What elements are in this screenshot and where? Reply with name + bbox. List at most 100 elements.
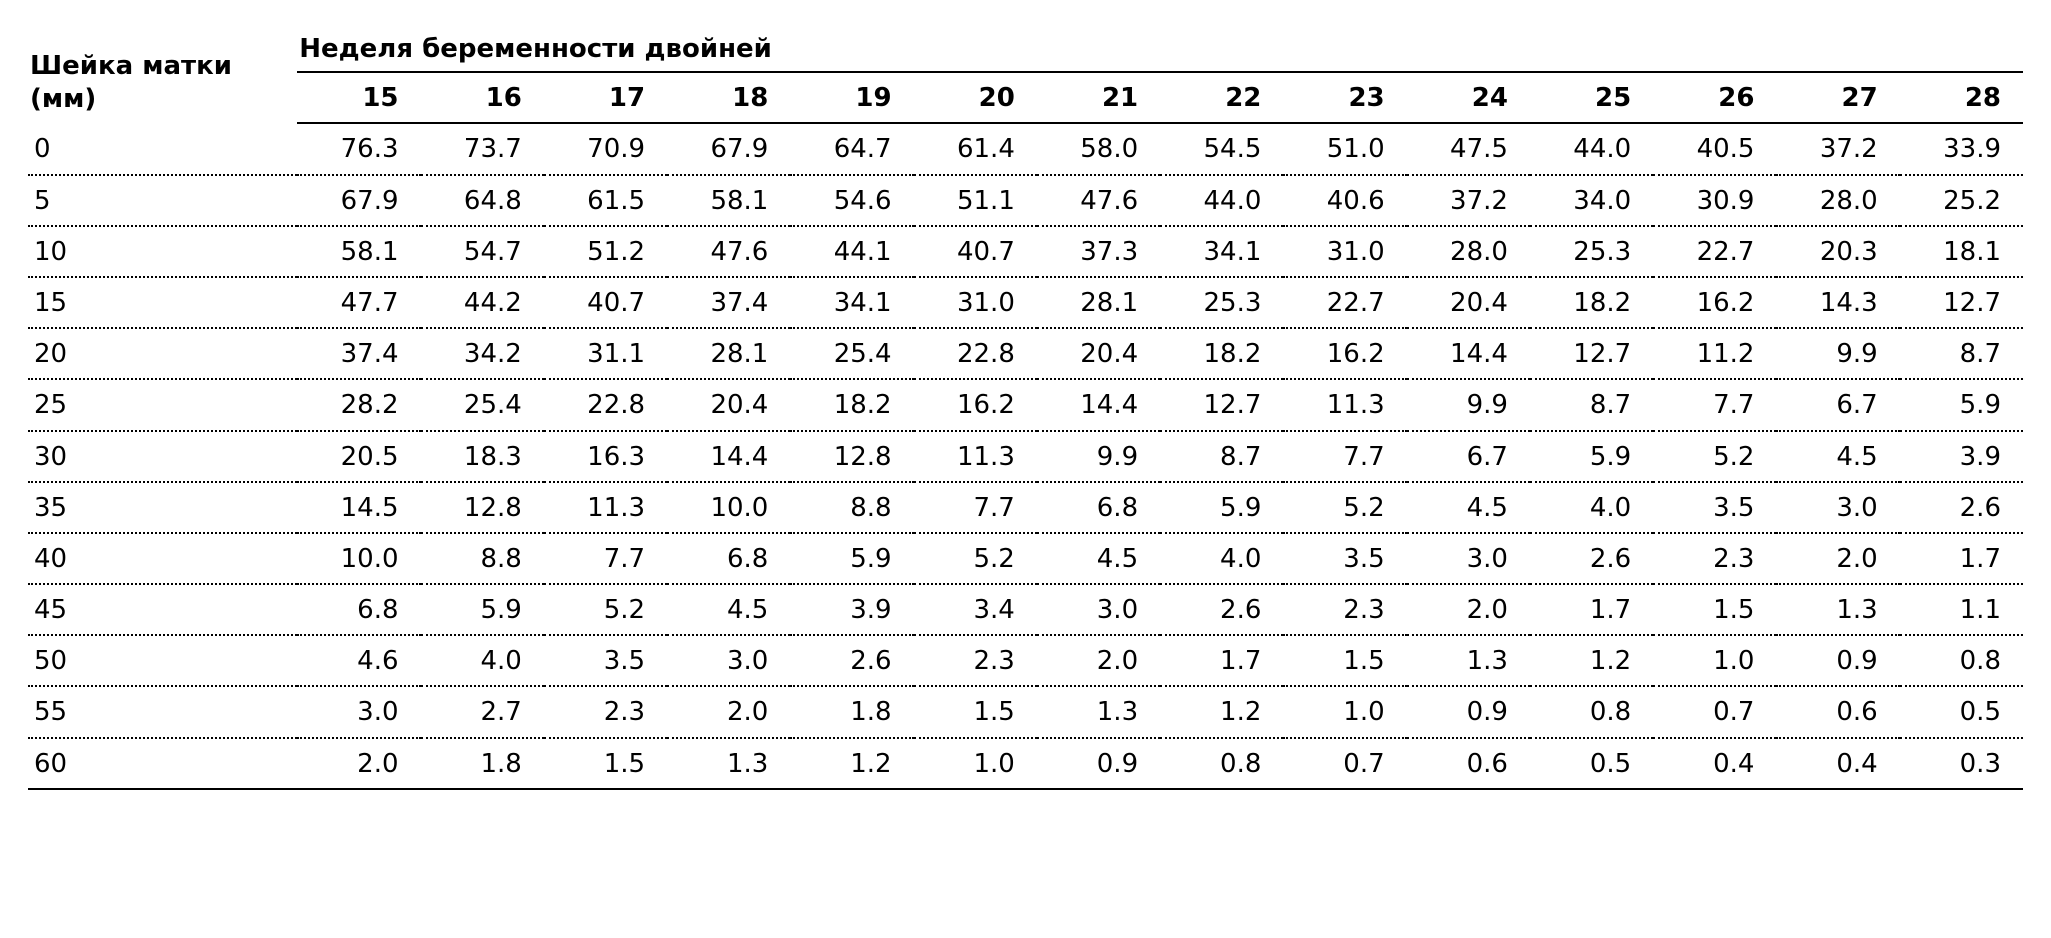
table-cell: 0.3 (1900, 738, 2023, 789)
row-label: 60 (28, 738, 297, 789)
table-cell: 9.9 (1037, 431, 1160, 482)
row-label: 10 (28, 226, 297, 277)
table-cell: 25.4 (421, 379, 544, 430)
table-cell: 1.3 (1776, 584, 1899, 635)
table-cell: 1.0 (1283, 686, 1406, 737)
table-cell: 4.6 (297, 635, 420, 686)
table-cell: 34.1 (790, 277, 913, 328)
table-row: 2037.434.231.128.125.422.820.418.216.214… (28, 328, 2023, 379)
table-cell: 1.0 (914, 738, 1037, 789)
table-cell: 31.0 (914, 277, 1037, 328)
table-cell: 28.2 (297, 379, 420, 430)
table-cell: 16.2 (1283, 328, 1406, 379)
table-cell: 34.0 (1530, 175, 1653, 226)
table-cell: 10.0 (667, 482, 790, 533)
table-cell: 70.9 (544, 123, 667, 174)
table-cell: 51.2 (544, 226, 667, 277)
table-super-header-row: Шейка матки (мм) Неделя беременности дво… (28, 24, 2023, 72)
table-cell: 2.0 (1037, 635, 1160, 686)
table-cell: 2.6 (790, 635, 913, 686)
table-cell: 4.0 (421, 635, 544, 686)
table-cell: 2.0 (1407, 584, 1530, 635)
table-cell: 14.4 (667, 431, 790, 482)
table-cell: 20.4 (1407, 277, 1530, 328)
table-cell: 18.2 (1530, 277, 1653, 328)
table-cell: 73.7 (421, 123, 544, 174)
table-cell: 3.0 (1407, 533, 1530, 584)
table-row: 602.01.81.51.31.21.00.90.80.70.60.50.40.… (28, 738, 2023, 789)
table-cell: 6.7 (1407, 431, 1530, 482)
table-cell: 18.2 (1160, 328, 1283, 379)
table-cell: 1.3 (1407, 635, 1530, 686)
table-cell: 54.5 (1160, 123, 1283, 174)
table-cell: 6.7 (1776, 379, 1899, 430)
table-cell: 54.7 (421, 226, 544, 277)
row-label: 40 (28, 533, 297, 584)
table-cell: 28.0 (1407, 226, 1530, 277)
table-cell: 2.6 (1900, 482, 2023, 533)
table-cell: 3.0 (1037, 584, 1160, 635)
table-cell: 67.9 (667, 123, 790, 174)
table-cell: 4.5 (1407, 482, 1530, 533)
column-header: 18 (667, 72, 790, 123)
column-header: 19 (790, 72, 913, 123)
table-cell: 5.2 (544, 584, 667, 635)
table-cell: 37.2 (1407, 175, 1530, 226)
table-cell: 61.5 (544, 175, 667, 226)
table-cell: 1.7 (1900, 533, 2023, 584)
table-cell: 8.8 (421, 533, 544, 584)
table-cell: 3.0 (297, 686, 420, 737)
table-cell: 22.8 (914, 328, 1037, 379)
row-header-title: Шейка матки (мм) (28, 24, 297, 123)
table-cell: 1.5 (1653, 584, 1776, 635)
table-cell: 4.0 (1160, 533, 1283, 584)
table-cell: 1.0 (1653, 635, 1776, 686)
table-cell: 0.5 (1530, 738, 1653, 789)
table-cell: 0.6 (1407, 738, 1530, 789)
table-cell: 22.7 (1653, 226, 1776, 277)
table-cell: 7.7 (544, 533, 667, 584)
table-cell: 0.4 (1653, 738, 1776, 789)
table-cell: 2.7 (421, 686, 544, 737)
row-header-title-line1: Шейка матки (30, 51, 232, 81)
table-cell: 0.8 (1160, 738, 1283, 789)
table-cell: 28.1 (667, 328, 790, 379)
table-cell: 4.5 (667, 584, 790, 635)
table-row: 456.85.95.24.53.93.43.02.62.32.01.71.51.… (28, 584, 2023, 635)
table-cell: 0.9 (1407, 686, 1530, 737)
table-cell: 47.5 (1407, 123, 1530, 174)
table-cell: 12.7 (1160, 379, 1283, 430)
table-cell: 8.7 (1530, 379, 1653, 430)
table-cell: 8.7 (1900, 328, 2023, 379)
table-cell: 2.6 (1160, 584, 1283, 635)
table-cell: 76.3 (297, 123, 420, 174)
row-label: 30 (28, 431, 297, 482)
table-cell: 14.3 (1776, 277, 1899, 328)
table-cell: 4.0 (1530, 482, 1653, 533)
table-cell: 2.3 (914, 635, 1037, 686)
table-row: 4010.08.87.76.85.95.24.54.03.53.02.62.32… (28, 533, 2023, 584)
table-cell: 0.4 (1776, 738, 1899, 789)
table-cell: 0.6 (1776, 686, 1899, 737)
table-cell: 0.7 (1283, 738, 1406, 789)
table-cell: 28.1 (1037, 277, 1160, 328)
table-cell: 2.3 (1283, 584, 1406, 635)
table-cell: 7.7 (1653, 379, 1776, 430)
table-cell: 25.3 (1530, 226, 1653, 277)
table-cell: 1.2 (1160, 686, 1283, 737)
table-cell: 5.2 (914, 533, 1037, 584)
table-cell: 8.8 (790, 482, 913, 533)
column-header: 28 (1900, 72, 2023, 123)
table-cell: 47.7 (297, 277, 420, 328)
table-cell: 25.4 (790, 328, 913, 379)
table-cell: 3.5 (1283, 533, 1406, 584)
table-cell: 61.4 (914, 123, 1037, 174)
table-cell: 51.1 (914, 175, 1037, 226)
table-cell: 5.9 (421, 584, 544, 635)
table-cell: 5.9 (1160, 482, 1283, 533)
table-cell: 1.2 (1530, 635, 1653, 686)
table-cell: 58.0 (1037, 123, 1160, 174)
table-cell: 5.2 (1283, 482, 1406, 533)
table-cell: 64.7 (790, 123, 913, 174)
table-cell: 11.3 (914, 431, 1037, 482)
